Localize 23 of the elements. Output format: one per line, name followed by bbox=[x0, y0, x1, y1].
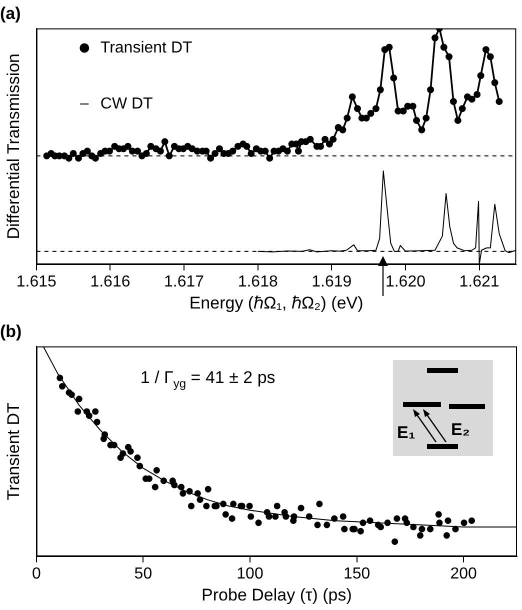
y-axis-title: Differential Transmission bbox=[4, 53, 23, 240]
chart-title: (b) bbox=[0, 322, 22, 341]
x-tick-label: 1.621 bbox=[459, 273, 500, 290]
x-tick-label: 50 bbox=[134, 565, 152, 582]
legend-label: CW DT bbox=[100, 95, 154, 112]
annotation: E₁ bbox=[397, 423, 416, 442]
annotation: 1 / Γ$_{yg}$ = 41 ± 2 ps bbox=[140, 368, 276, 391]
y-axis-title: Transient DT bbox=[4, 402, 23, 500]
x-tick-label: 1.617 bbox=[164, 273, 204, 290]
annotation: E₂ bbox=[451, 420, 470, 440]
x-tick-label: 1.615 bbox=[16, 273, 57, 290]
x-axis-title: Energy (ℏΩ₁, ℏΩ₂) (eV) bbox=[189, 293, 364, 312]
x-tick-label: 1.616 bbox=[90, 273, 130, 290]
x-tick-label: 1.619 bbox=[312, 273, 352, 290]
chart-title: (a) bbox=[0, 4, 21, 23]
x-tick-label: 200 bbox=[450, 565, 478, 582]
x-tick-label: 1.618 bbox=[238, 273, 278, 290]
x-tick-label: 0 bbox=[32, 565, 41, 582]
legend-label: Transient DT bbox=[100, 39, 192, 56]
x-axis-title: Probe Delay (τ) (ps) bbox=[202, 585, 352, 604]
x-tick-label: 150 bbox=[343, 565, 370, 582]
x-tick-label: 100 bbox=[236, 565, 264, 582]
x-tick-label: 1.620 bbox=[385, 273, 426, 290]
